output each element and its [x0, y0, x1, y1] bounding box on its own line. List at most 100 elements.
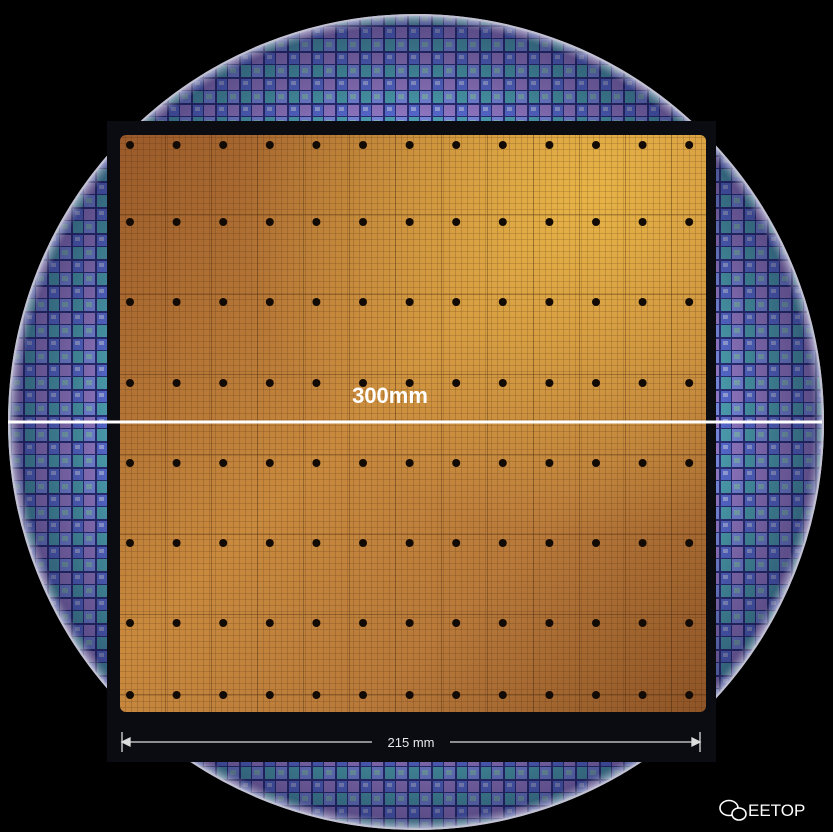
hole — [685, 141, 694, 149]
hole — [359, 539, 367, 547]
hole — [219, 218, 228, 226]
hole — [219, 141, 228, 149]
hole — [359, 379, 367, 387]
diameter-label: 300mm — [352, 383, 428, 408]
hole — [592, 539, 600, 547]
watermark: EETOP — [719, 799, 805, 821]
hole — [685, 298, 694, 306]
hole — [545, 141, 554, 149]
hole — [498, 539, 507, 547]
hole — [172, 539, 181, 547]
hole — [638, 691, 647, 699]
hole — [592, 298, 600, 306]
hole — [638, 218, 647, 226]
hole — [172, 218, 181, 226]
hole — [359, 459, 367, 467]
hole — [126, 539, 134, 547]
hole — [638, 619, 647, 627]
hole — [685, 459, 694, 467]
hole — [265, 619, 274, 627]
hole — [359, 218, 367, 226]
hole — [126, 379, 134, 387]
hole — [545, 619, 554, 627]
hole — [592, 218, 600, 226]
hole — [312, 298, 321, 306]
hole — [265, 379, 274, 387]
hole — [638, 539, 647, 547]
hole — [452, 141, 461, 149]
hole — [126, 459, 134, 467]
hole — [265, 691, 274, 699]
hole — [498, 459, 507, 467]
hole — [312, 141, 321, 149]
hole — [592, 379, 600, 387]
hole — [498, 298, 507, 306]
hole — [126, 619, 134, 627]
hole — [405, 459, 414, 467]
hole — [545, 379, 554, 387]
hole — [405, 141, 414, 149]
hole — [685, 619, 694, 627]
hole — [498, 691, 507, 699]
hole — [265, 218, 274, 226]
hole — [219, 539, 228, 547]
mounting-holes — [126, 141, 694, 699]
hole — [452, 691, 461, 699]
hole — [452, 459, 461, 467]
hole — [545, 298, 554, 306]
hole — [592, 141, 600, 149]
hole — [126, 298, 134, 306]
hole — [452, 218, 461, 226]
hole — [359, 141, 367, 149]
hole — [405, 539, 414, 547]
hole — [545, 459, 554, 467]
hole — [592, 619, 600, 627]
hole — [219, 619, 228, 627]
hole — [172, 619, 181, 627]
hole — [452, 379, 461, 387]
hole — [638, 141, 647, 149]
hole — [219, 379, 228, 387]
hole — [545, 539, 554, 547]
hole — [405, 619, 414, 627]
hole — [638, 379, 647, 387]
hole — [498, 218, 507, 226]
hole — [359, 691, 367, 699]
hole — [359, 619, 367, 627]
hole — [219, 459, 228, 467]
hole — [172, 298, 181, 306]
hole — [405, 379, 414, 387]
hole — [126, 141, 134, 149]
hole — [265, 539, 274, 547]
hole — [265, 459, 274, 467]
hole — [498, 619, 507, 627]
hole — [685, 218, 694, 226]
hole — [265, 141, 274, 149]
hole — [312, 539, 321, 547]
watermark-text: EETOP — [748, 801, 805, 820]
dimension-line — [120, 732, 702, 752]
hole — [592, 691, 600, 699]
hole — [498, 379, 507, 387]
hole — [265, 298, 274, 306]
hole — [172, 459, 181, 467]
hole — [405, 218, 414, 226]
hole — [172, 691, 181, 699]
hole — [359, 298, 367, 306]
hole — [312, 218, 321, 226]
chip-width-label: 215 mm — [388, 735, 435, 750]
hole — [498, 141, 507, 149]
hole — [219, 691, 228, 699]
hole — [312, 459, 321, 467]
hole — [312, 379, 321, 387]
hole — [219, 298, 228, 306]
hole — [172, 141, 181, 149]
hole — [126, 218, 134, 226]
hole — [685, 379, 694, 387]
hole — [312, 691, 321, 699]
hole — [405, 691, 414, 699]
hole — [545, 691, 554, 699]
hole — [312, 619, 321, 627]
hole — [685, 539, 694, 547]
